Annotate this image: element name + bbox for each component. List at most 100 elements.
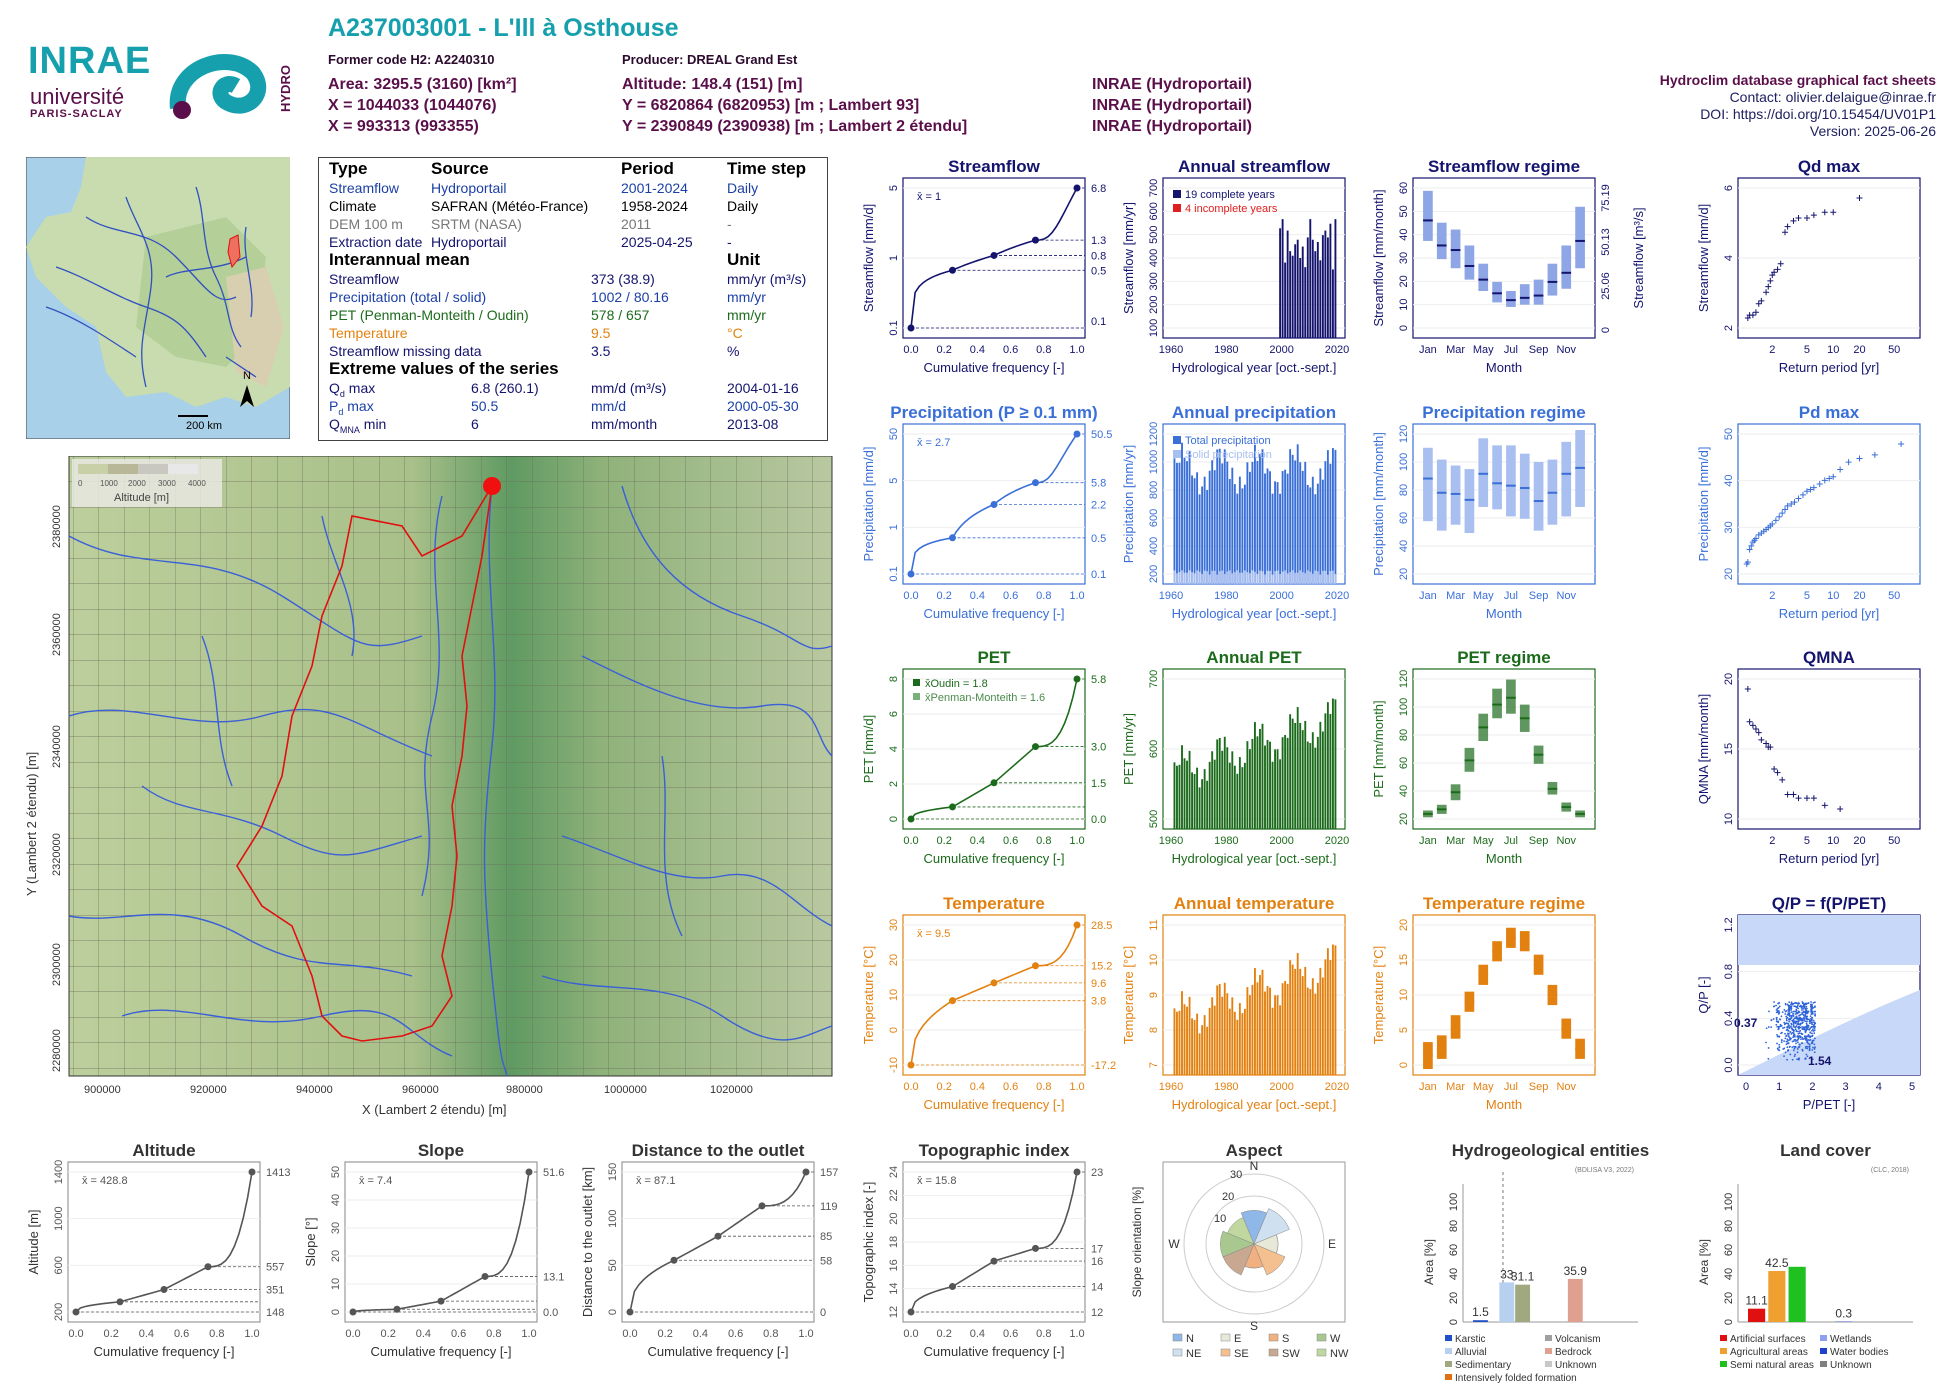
slope-chart: Slope Cumulative frequency [-] Slope [°] 0 1…: [303, 1141, 564, 1359]
annual_precipitation-title: Annual precipitation: [1172, 403, 1336, 422]
pet-point: [949, 803, 956, 811]
temperature-xtick: 0.4: [970, 1081, 985, 1093]
annual_precipitation-bar: [1173, 458, 1176, 584]
annual_temperature-bar: [1196, 1013, 1199, 1075]
land_cover-legend: Agricultural areas: [1730, 1347, 1808, 1358]
aspect-ring: 20: [1222, 1191, 1234, 1203]
distance-chart: Distance to the outlet Cumulative frequen…: [580, 1141, 838, 1359]
temperature_regime-ytick: 0: [1398, 1062, 1410, 1068]
annual_temperature-bar: [1251, 984, 1254, 1075]
annual_pet-bar: [1289, 714, 1292, 829]
annual_temperature-bar: [1233, 1011, 1236, 1075]
qmna-point: [1821, 802, 1828, 809]
annual_precipitation-bar: [1191, 475, 1194, 584]
qmna-point: [1837, 806, 1844, 812]
topo_index-ytick: 14: [888, 1283, 900, 1295]
topo_index-xtick: 0.4: [970, 1328, 985, 1340]
temperature-xtick: 0.0: [903, 1081, 918, 1093]
annual_streamflow-ylabel: Streamflow [mm/yr]: [1121, 202, 1136, 314]
streamflow_regime-box: [1547, 263, 1558, 296]
annual_pet-bar: [1188, 750, 1191, 829]
qmna-point: [1771, 766, 1778, 772]
map-xlabel: X (Lambert 2 étendu) [m]: [362, 1102, 507, 1117]
land_cover-legend: Wetlands: [1830, 1334, 1872, 1345]
topo_index-rtick: 16: [1091, 1256, 1103, 1268]
streamflow_regime-month: May: [1473, 344, 1494, 356]
qp_ppet-ytick: 0.4: [1723, 1011, 1735, 1026]
hydrogeology-ytick: 60: [1448, 1244, 1460, 1256]
annual_temperature-xtick: 1980: [1214, 1081, 1238, 1093]
svg-text:960000: 960000: [402, 1084, 439, 1096]
land_cover-title: Land cover: [1780, 1141, 1871, 1160]
qmna-xtick: 5: [1804, 835, 1810, 847]
annual_pet-bar: [1299, 722, 1302, 829]
pet-xtick: 0.4: [970, 835, 985, 847]
river-network: [68, 485, 833, 1077]
pd_max-xtick: 5: [1804, 590, 1810, 602]
pet-rtick: 5.8: [1091, 674, 1106, 686]
pet_regime-month: Jan: [1419, 835, 1437, 847]
streamflow-ylabel: Streamflow [mm/d]: [861, 204, 876, 312]
annual_pet-bar: [1259, 729, 1261, 829]
aspect-sector: [1253, 1208, 1290, 1245]
annual_pet-bar: [1291, 718, 1294, 829]
annual_precipitation-bar: [1196, 472, 1199, 584]
qd_max-ylabel: Streamflow [mm/d]: [1696, 204, 1711, 312]
annual_temperature-bar: [1261, 969, 1264, 1075]
annual_temperature-bar: [1218, 983, 1221, 1075]
annual_temperature-bar: [1228, 1008, 1231, 1075]
annual_pet-bar: [1181, 745, 1183, 829]
annual_temperature-bar: [1238, 1003, 1241, 1075]
annual_streamflow-ytick: 600: [1148, 202, 1160, 220]
annual_streamflow-bar: [1311, 239, 1314, 338]
distance-xtick: 0.8: [763, 1328, 778, 1340]
qp_ppet-chart: Q/P = f(P/PET) P/PET [-] Q/P [-] 0.0 0.4 0.8 1…: [1696, 894, 1921, 1112]
svg-text:2380000: 2380000: [51, 505, 63, 548]
version: Version: 2025-06-26: [1809, 123, 1936, 139]
streamflow-xtick: 0.4: [970, 344, 985, 356]
annual_streamflow-bar: [1306, 237, 1309, 338]
map-y-ticks: 2380000 2360000 2340000 2320000 2300000 …: [51, 505, 63, 1072]
streamflow-rtick: 0.8: [1091, 250, 1106, 262]
qmna-ylabel: QMNA [mm/month]: [1696, 694, 1711, 805]
annual_pet-bar: [1301, 730, 1304, 829]
qmna-title: QMNA: [1803, 648, 1855, 667]
annual_pet-bar: [1321, 731, 1324, 829]
streamflow_regime-ylabel: Streamflow [mm/month]: [1371, 189, 1386, 326]
inrae-logo: INRAE: [28, 40, 152, 82]
annual_streamflow-bar: [1319, 260, 1322, 338]
qp_ppet-ytick: 0.0: [1723, 1057, 1735, 1072]
hydrogeology-ytick: 80: [1448, 1220, 1460, 1232]
qd_max-point: [1749, 312, 1756, 319]
temperature-point: [1032, 962, 1039, 970]
annual_pet-bar: [1191, 772, 1194, 829]
temperature-rtick: 28.5: [1091, 920, 1112, 932]
streamflow_regime-rtick: 75.19: [1600, 184, 1612, 212]
annual_precipitation-bar: [1238, 476, 1241, 584]
annual_precipitation-ylabel: Precipitation [mm/yr]: [1121, 445, 1136, 563]
land_cover-ytick: 40: [1723, 1268, 1735, 1280]
annual_pet-bar: [1266, 739, 1269, 829]
slope-point: [437, 1297, 445, 1305]
streamflow-xtick: 0.8: [1036, 344, 1051, 356]
annual_precipitation-bar: [1198, 494, 1201, 584]
slope-xtick: 1.0: [521, 1328, 536, 1340]
qd_max-point: [1784, 223, 1791, 230]
annual_precipitation-bar: [1233, 484, 1236, 584]
qd_max-ytick: 2: [1723, 325, 1735, 331]
annual_precipitation-bar: [1241, 488, 1244, 584]
land_cover-value: 0.3: [1835, 1307, 1852, 1321]
annual_precipitation-bar: [1274, 481, 1277, 584]
temperature-rtick: -17.2: [1091, 1060, 1116, 1072]
altitude-point: [248, 1168, 256, 1176]
precipitation_regime-box: [1492, 445, 1502, 510]
annual_precipitation-bar: [1279, 493, 1282, 584]
annual_streamflow-bar: [1304, 267, 1307, 338]
altitude-ytick: 600: [53, 1256, 65, 1274]
annual_pet-bar: [1326, 702, 1329, 829]
pet-xtick: 1.0: [1069, 835, 1084, 847]
annual_pet-bar: [1218, 737, 1221, 829]
topo_index-point: [990, 1257, 998, 1265]
